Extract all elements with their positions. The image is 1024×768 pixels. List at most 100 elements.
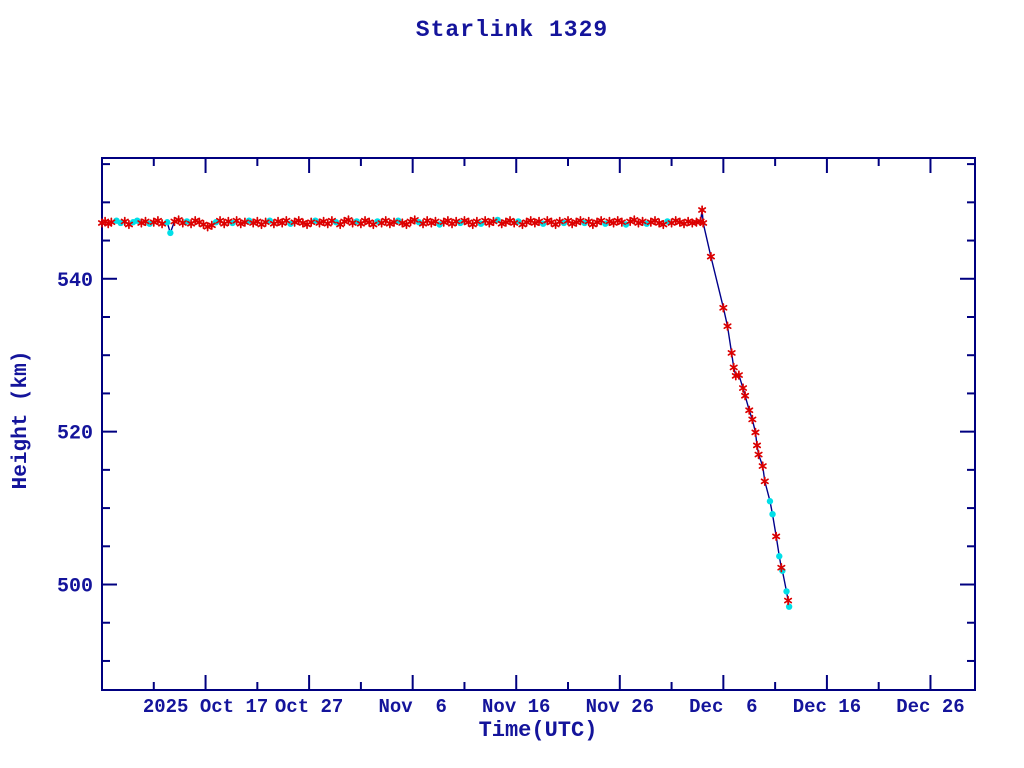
cyan-data-marker [785, 603, 793, 610]
red-data-marker [729, 362, 738, 373]
red-marker-stroke [650, 217, 660, 224]
red-marker-stroke [427, 220, 436, 226]
red-marker-stroke [555, 218, 564, 225]
red-marker-stroke [634, 220, 643, 226]
red-data-marker [605, 216, 614, 227]
red-data-marker [315, 218, 324, 228]
red-marker-stroke [307, 219, 316, 226]
red-data-marker [452, 216, 461, 227]
x-tick-label: Nov 26 [586, 696, 654, 718]
red-marker-stroke [592, 219, 602, 226]
red-marker-stroke [563, 217, 573, 224]
red-marker-stroke [191, 217, 200, 224]
red-marker-stroke [772, 533, 781, 540]
red-marker-stroke [452, 218, 461, 225]
x-tick-label: Oct 27 [275, 696, 343, 718]
red-data-marker [530, 218, 539, 228]
red-data-marker [149, 217, 158, 227]
red-marker-stroke [723, 323, 732, 330]
red-marker-stroke [431, 218, 440, 225]
red-marker-stroke [626, 218, 635, 225]
red-marker-stroke [464, 219, 473, 226]
red-marker-stroke [505, 217, 515, 224]
red-marker-stroke [199, 221, 208, 228]
red-data-marker [568, 219, 577, 229]
red-marker-stroke [203, 223, 212, 230]
red-marker-stroke [224, 218, 233, 225]
red-marker-stroke [754, 451, 763, 458]
red-marker-stroke [249, 220, 258, 226]
red-marker-stroke [385, 220, 394, 227]
red-marker-stroke [149, 219, 158, 226]
red-marker-stroke [240, 219, 249, 226]
chart-title: Starlink 1329 [415, 17, 609, 43]
cyan-data-marker [776, 553, 783, 560]
red-marker-stroke [107, 219, 116, 226]
red-marker-stroke [485, 220, 494, 226]
red-marker-stroke [290, 219, 299, 226]
red-marker-stroke [319, 218, 328, 225]
red-marker-stroke [706, 253, 715, 260]
red-data-marker [626, 216, 635, 227]
red-marker-stroke [617, 219, 626, 226]
red-marker-stroke [153, 217, 162, 224]
red-data-marker [534, 216, 544, 227]
red-data-marker [510, 218, 519, 228]
red-marker-stroke [365, 219, 374, 226]
red-data-marker [460, 216, 469, 226]
red-marker-stroke [481, 217, 490, 224]
y-tick-label: 520 [57, 423, 93, 446]
red-data-marker [427, 218, 436, 228]
red-marker-stroke [748, 416, 757, 423]
red-marker-stroke [741, 392, 750, 399]
red-marker-stroke [659, 221, 668, 228]
red-data-marker [385, 219, 394, 229]
red-marker-stroke [389, 219, 399, 226]
red-marker-stroke [410, 217, 419, 223]
red-data-marker [655, 218, 664, 228]
red-marker-stroke [501, 219, 510, 226]
red-data-marker [777, 563, 786, 573]
red-marker-stroke [568, 220, 577, 227]
red-data-marker [298, 218, 307, 228]
red-data-marker [572, 217, 581, 227]
red-marker-stroke [460, 217, 469, 224]
red-marker-stroke [522, 219, 531, 226]
red-data-marker [772, 531, 781, 542]
y-tick-label: 540 [57, 270, 93, 293]
red-marker-stroke [406, 218, 415, 225]
cyan-data-marker [164, 219, 171, 226]
red-marker-stroke [327, 217, 336, 224]
red-data-marker [617, 217, 626, 227]
red-marker-stroke [282, 217, 291, 224]
red-data-marker [236, 219, 245, 229]
red-marker-stroke [120, 218, 129, 225]
red-data-marker [240, 217, 249, 227]
red-data-marker [261, 217, 270, 227]
red-marker-stroke [489, 218, 498, 225]
red-data-marker [191, 216, 200, 226]
red-data-marker [137, 218, 146, 228]
y-tick-label: 500 [57, 576, 93, 599]
red-data-marker [307, 217, 316, 227]
red-marker-stroke [174, 217, 183, 223]
red-data-marker [431, 216, 440, 227]
x-tick-label: Dec 26 [896, 696, 964, 718]
red-marker-stroke [630, 217, 639, 223]
red-data-marker [745, 405, 754, 415]
red-marker-stroke [273, 218, 283, 225]
red-marker-stroke [170, 218, 179, 225]
red-data-marker [141, 216, 150, 227]
red-marker-stroke [655, 220, 664, 226]
red-marker-stroke [727, 350, 736, 356]
red-marker-stroke [738, 385, 748, 391]
red-data-marker [698, 205, 707, 215]
red-data-marker [723, 321, 732, 331]
red-marker-stroke [360, 217, 370, 224]
red-data-marker [592, 217, 602, 227]
red-data-marker [124, 219, 133, 230]
red-marker-stroke [137, 220, 146, 226]
red-data-marker [727, 348, 736, 358]
cyan-data-marker [134, 217, 141, 224]
cyan-data-marker [783, 588, 790, 595]
